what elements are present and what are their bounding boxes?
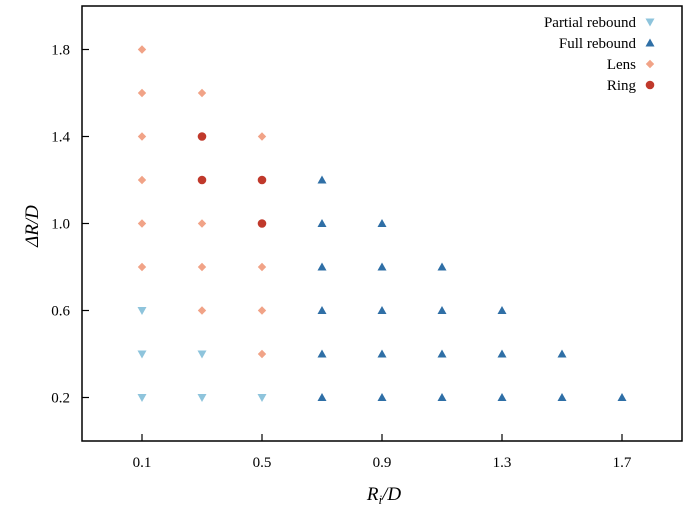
full-rebound-point [557,393,567,401]
legend-marker-partial-rebound [645,18,655,27]
partial-rebound-point [257,394,267,402]
x-tick-label: 1.3 [493,455,512,471]
full-rebound-point [377,393,387,401]
y-axis-label: ΔR/D [22,205,43,248]
partial-rebound-point [197,394,207,402]
full-rebound-point [317,219,327,227]
legend-label-ring: Ring [607,78,637,94]
full-rebound-point [497,349,507,358]
lens-point [137,262,147,272]
lens-point [257,349,267,359]
full-rebound-point [377,219,387,227]
full-rebound-point [317,262,327,271]
y-tick-label: 0.6 [51,304,70,320]
full-rebound-point [437,349,447,358]
full-rebound-point [317,175,327,184]
lens-point [257,262,267,272]
partial-rebound-point [137,394,147,402]
partial-rebound-point [137,350,147,359]
full-rebound-point [377,262,387,271]
partial-rebound-point [197,350,207,359]
y-tick-label: 1.0 [51,217,70,233]
lens-point [197,88,207,98]
full-rebound-point [377,306,387,314]
lens-point [197,306,207,315]
full-rebound-point [497,393,507,401]
lens-point [197,219,207,228]
lens-point [137,88,147,98]
full-rebound-point [557,349,567,358]
full-rebound-point [437,393,447,401]
legend-marker-lens [645,59,655,69]
lens-point [257,132,267,141]
full-rebound-point [317,349,327,358]
x-tick-label: 0.5 [253,455,272,471]
x-tick-label: 0.1 [133,455,152,471]
full-rebound-point [437,306,447,314]
full-rebound-point [497,306,507,314]
lens-point [197,262,207,272]
lens-point [137,219,147,228]
lens-point [137,175,147,185]
full-rebound-point [437,262,447,271]
full-rebound-point [317,306,327,314]
y-tick-label: 0.2 [51,391,70,407]
lens-point [137,132,147,141]
axis-ticks: 0.1 0.5 0.9 1.3 1.7 0.2 0.6 1.0 1.4 1.8 [51,43,632,472]
x-tick-label: 0.9 [373,455,392,471]
legend-marker-full-rebound [645,38,655,47]
x-axis-label: Ri/D [366,484,402,507]
ring-point [257,219,267,228]
legend-label-partial-rebound: Partial rebound [544,15,637,31]
data-marks [137,45,627,402]
full-rebound-point [617,393,627,401]
ring-point [197,132,207,141]
ring-point [257,175,267,185]
ring-point [197,175,207,185]
x-tick-label: 1.7 [613,455,632,471]
full-rebound-point [317,393,327,401]
full-rebound-point [377,349,387,358]
legend-label-full-rebound: Full rebound [559,36,637,52]
legend-label-lens: Lens [607,57,636,73]
lens-point [137,45,147,54]
legend: Partial rebound Full rebound Lens Ring [544,15,655,94]
y-tick-label: 1.4 [51,130,70,146]
y-tick-label: 1.8 [51,43,70,59]
legend-marker-ring [645,80,655,90]
lens-point [257,306,267,315]
partial-rebound-point [137,307,147,315]
